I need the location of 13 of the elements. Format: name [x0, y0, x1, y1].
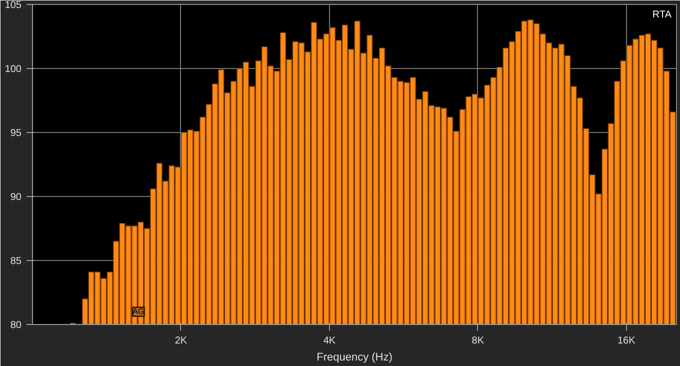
y-tick-label: 105	[4, 0, 22, 11]
y-tick-label: 95	[10, 128, 22, 139]
x-tick-label: 16K	[617, 336, 636, 346]
y-tick-label: 100	[4, 64, 22, 75]
y-tick-label: 90	[10, 192, 22, 203]
y-tick-label: 85	[10, 256, 22, 267]
x-tick-label: 8K	[472, 336, 484, 346]
y-tick-label: 80	[10, 320, 22, 331]
x-tick-label: 4K	[323, 336, 336, 346]
x-axis-title: Frequency (Hz)	[316, 352, 392, 364]
text: RTA	[652, 10, 672, 20]
annotation: AG	[132, 307, 144, 316]
x-tick-label: 2K	[174, 336, 188, 346]
